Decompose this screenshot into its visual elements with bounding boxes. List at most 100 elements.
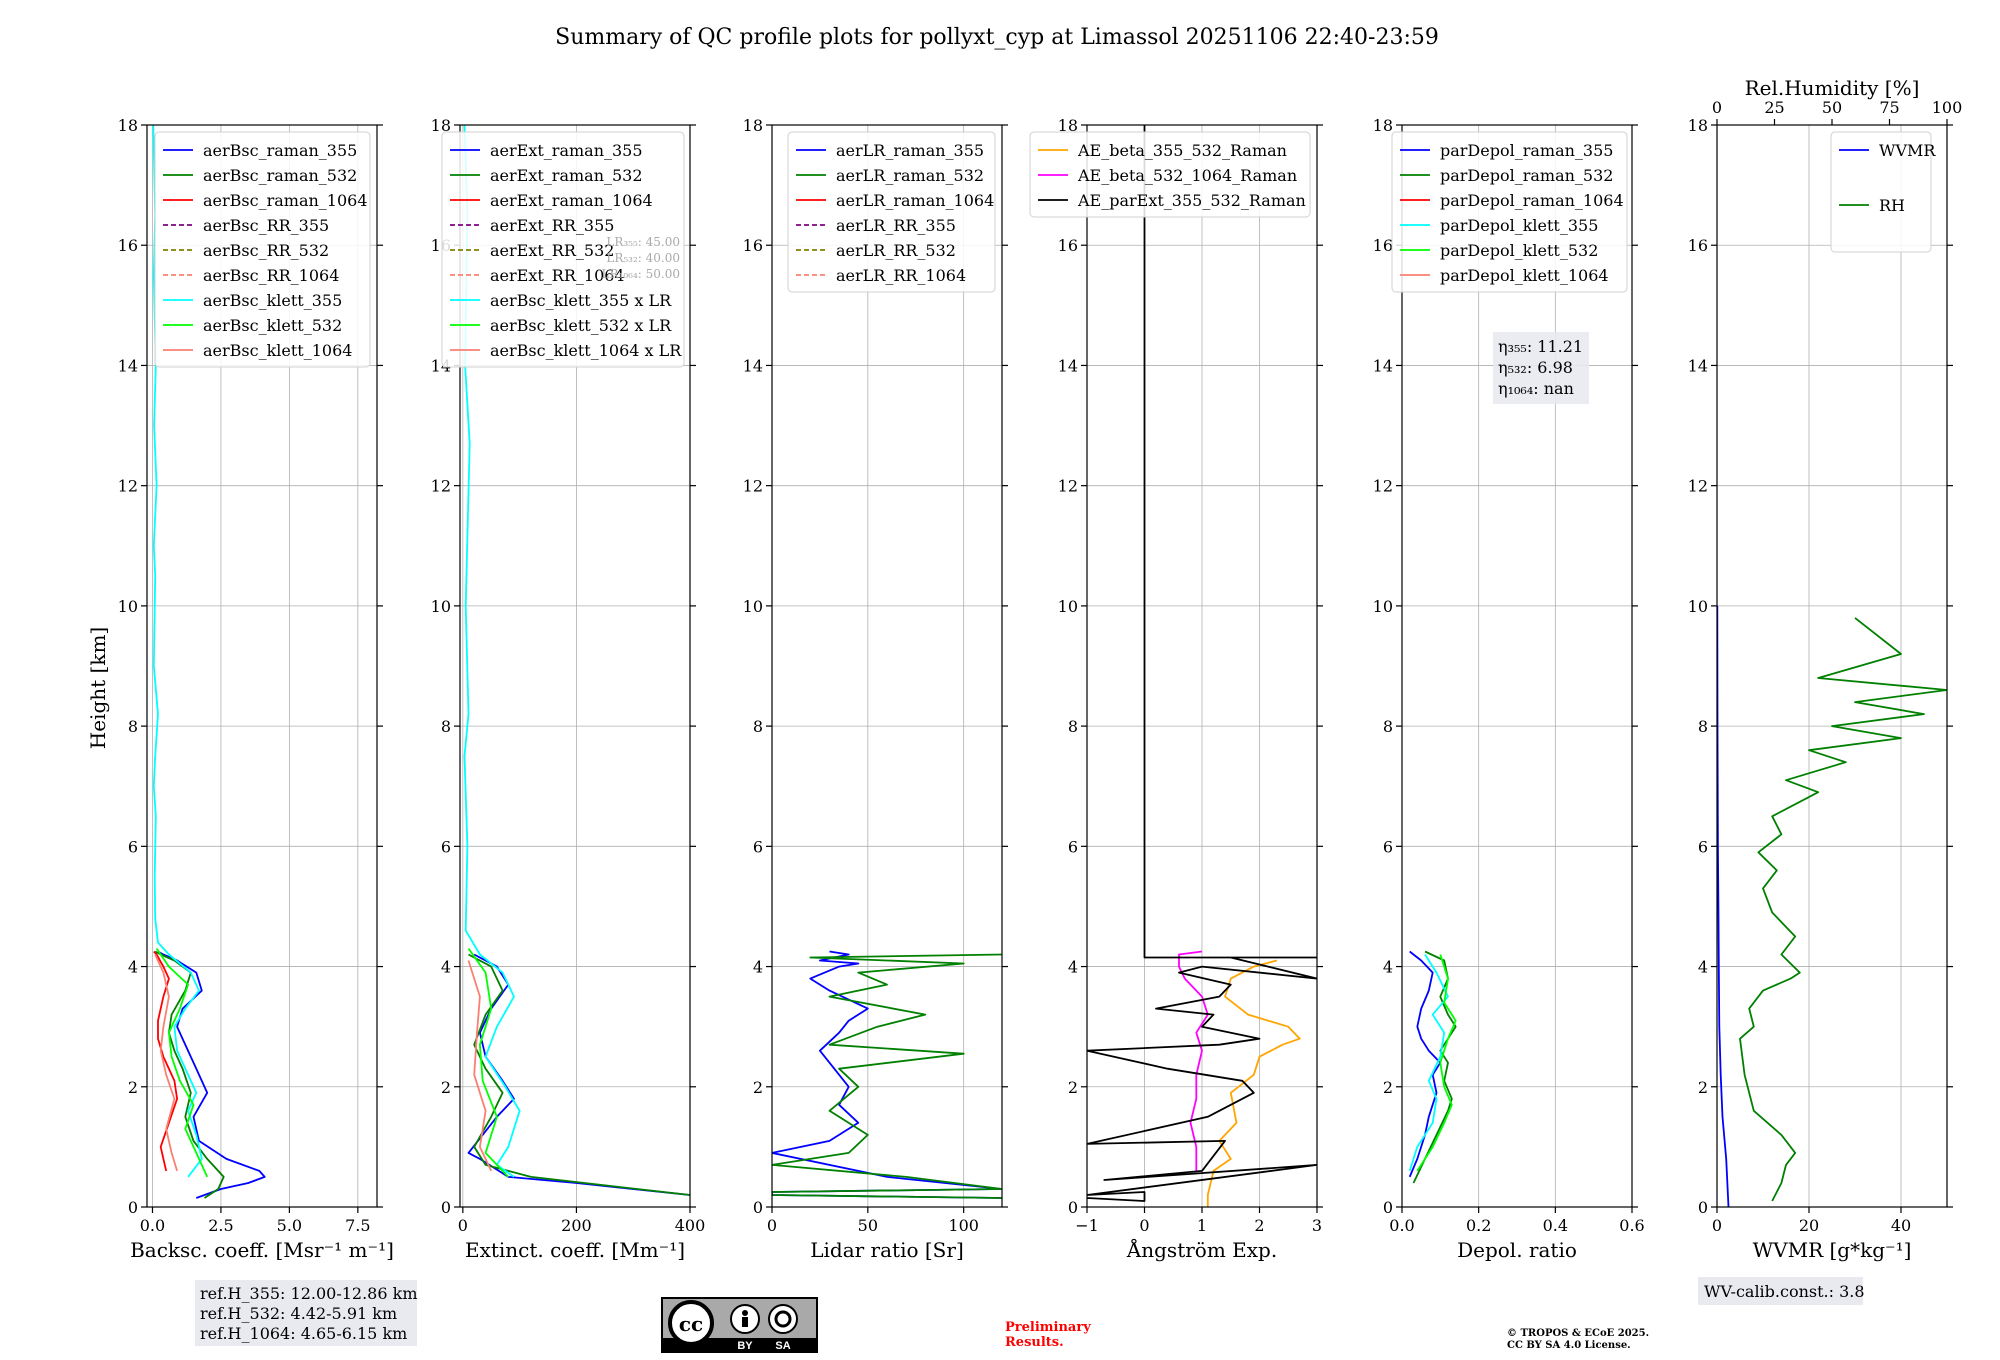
series-line-aerLR_raman_355: [772, 950, 1002, 1199]
legend-bsc: aerBsc_raman_355 aerBsc_raman_532 aerBsc_r…: [154, 131, 371, 368]
y-tick-label: 18: [1373, 116, 1393, 135]
y-tick-label: 0: [1068, 1198, 1078, 1217]
legend-frame: [1391, 131, 1628, 293]
top-x-tick-label: 75: [1879, 98, 1899, 117]
legend-lr: aerLR_raman_355 aerLR_raman_532 aerLR_rama…: [787, 131, 996, 293]
y-tick-label: 18: [1058, 116, 1078, 135]
y-tick-label: 10: [743, 597, 763, 616]
top-x-tick-label: 100: [1932, 98, 1963, 117]
x-tick-label: 7.5: [345, 1216, 370, 1235]
series-line-parDepol_raman_355: [1408, 950, 1442, 1178]
lr-annotation: LR₅₃₂: 40.00: [606, 251, 680, 265]
x-tick-label: 0: [1139, 1216, 1149, 1235]
panel-depol: 0 2 4 6 8 10 12 14 16 18 0.0 0.2 0.4 0.6 Depol. ratio p…: [1373, 116, 1645, 1262]
x-axis-label-bsc: Backsc. coeff. [Msr⁻¹ m⁻¹]: [130, 1238, 394, 1262]
legend-label: aerExt_raman_355: [490, 141, 643, 160]
y-tick-label: 16: [118, 236, 138, 255]
y-tick-label: 8: [1383, 717, 1393, 736]
y-tick-label: 6: [1068, 837, 1078, 856]
legend-label: parDepol_klett_355: [1440, 216, 1598, 235]
y-tick-label: 14: [1373, 356, 1393, 375]
series-line-aerExt_raman_532: [468, 953, 690, 1196]
legend-label: aerBsc_raman_355: [203, 141, 357, 160]
ref-height-text: ref.H_355: 12.00-12.86 km: [200, 1284, 418, 1303]
x-tick-label: 400: [675, 1216, 706, 1235]
y-tick-label: 4: [753, 958, 763, 977]
series-line-parDepol_klett_355: [1408, 954, 1449, 1172]
y-tick-label: 0: [441, 1198, 451, 1217]
cc-icon-text: cc: [679, 1312, 703, 1336]
y-tick-label: 2: [1068, 1078, 1078, 1097]
y-axis-label: Height [km]: [86, 627, 110, 749]
series-line-RH: [1739, 617, 1947, 1202]
series-line-WVMR: [1717, 605, 1730, 1207]
legend-frame: [1029, 131, 1311, 218]
y-tick-label: 8: [128, 717, 138, 736]
x-tick-label: 3: [1312, 1216, 1322, 1235]
series-line-aerBsc_klett_355: [152, 125, 203, 1178]
y-tick-label: 4: [1068, 958, 1078, 977]
y-tick-label: 10: [431, 597, 451, 616]
y-tick-label: 2: [128, 1078, 138, 1097]
y-tick-label: 16: [743, 236, 763, 255]
x-tick-label: 100: [948, 1216, 979, 1235]
top-x-tick-label: 0: [1712, 98, 1722, 117]
top-x-tick-label: 25: [1764, 98, 1784, 117]
y-tick-label: 4: [128, 958, 138, 977]
y-tick-label: 14: [743, 356, 763, 375]
legend-label: RH: [1879, 196, 1905, 215]
preliminary-text-line1: Preliminary: [1005, 1320, 1091, 1335]
x-tick-label: 0: [1712, 1216, 1722, 1235]
x-tick-label: 5.0: [277, 1216, 302, 1235]
y-tick-label: 6: [1383, 837, 1393, 856]
legend-label: aerBsc_klett_1064 x LR: [490, 341, 682, 360]
legend-depol: parDepol_raman_355 parDepol_raman_532 parD…: [1391, 131, 1628, 293]
x-tick-label: 0.0: [140, 1216, 165, 1235]
copyright-line2: CC BY SA 4.0 License.: [1507, 1340, 1631, 1351]
y-tick-label: 14: [118, 356, 138, 375]
x-tick-label: −1: [1075, 1216, 1099, 1235]
y-tick-label: 12: [743, 477, 763, 496]
y-tick-label: 10: [118, 597, 138, 616]
figure-title: Summary of QC profile plots for pollyxt_…: [555, 25, 1439, 50]
legend-label: WVMR: [1879, 141, 1936, 160]
x-tick-label: 200: [561, 1216, 592, 1235]
ref-height-text: ref.H_532: 4.42-5.91 km: [200, 1304, 397, 1323]
y-tick-label: 18: [1688, 116, 1708, 135]
legend-label: aerExt_RR_1064: [490, 266, 625, 285]
legend-label: aerBsc_klett_355: [203, 291, 342, 310]
series-line-aerLR_raman_532: [772, 953, 1002, 1199]
wv-calib-box: [1698, 1277, 1863, 1305]
legend-label: aerExt_raman_532: [490, 166, 643, 185]
legend-frame: [787, 131, 996, 293]
legend-label: aerBsc_klett_355 x LR: [490, 291, 672, 310]
legend-frame: [1830, 131, 1932, 253]
x-tick-label: 0.4: [1543, 1216, 1568, 1235]
legend-wv: WVMR RH: [1830, 131, 1936, 253]
legend-label: parDepol_raman_355: [1440, 141, 1613, 160]
eta-box: [1493, 332, 1589, 404]
top-x-tick-label: 50: [1822, 98, 1842, 117]
ref-height-text: ref.H_1064: 4.65-6.15 km: [200, 1324, 407, 1343]
legend-label: aerBsc_RR_1064: [203, 266, 339, 285]
legend-label: parDepol_raman_1064: [1440, 191, 1624, 210]
legend-label: AE_parExt_355_532_Raman: [1077, 191, 1306, 210]
y-tick-label: 2: [1698, 1078, 1708, 1097]
legend-label: aerBsc_raman_532: [203, 166, 357, 185]
y-tick-label: 2: [753, 1078, 763, 1097]
y-tick-label: 0: [753, 1198, 763, 1217]
y-tick-label: 16: [1058, 236, 1078, 255]
wv-calib-text: WV-calib.const.: 3.8: [1704, 1282, 1865, 1301]
x-tick-label: 20: [1799, 1216, 1819, 1235]
series-line-AE_beta_532_1064_Raman: [1178, 950, 1209, 1171]
lr-annotation: LR₁₀₆₄: 50.00: [602, 267, 680, 281]
x-tick-label: 0.6: [1619, 1216, 1644, 1235]
x-tick-label: 1: [1197, 1216, 1207, 1235]
preliminary-text-line2: Results.: [1005, 1335, 1064, 1350]
cc-icon: [668, 1300, 714, 1346]
y-tick-label: 0: [1698, 1198, 1708, 1217]
legend-frame: [154, 131, 371, 368]
y-tick-label: 14: [1688, 356, 1708, 375]
